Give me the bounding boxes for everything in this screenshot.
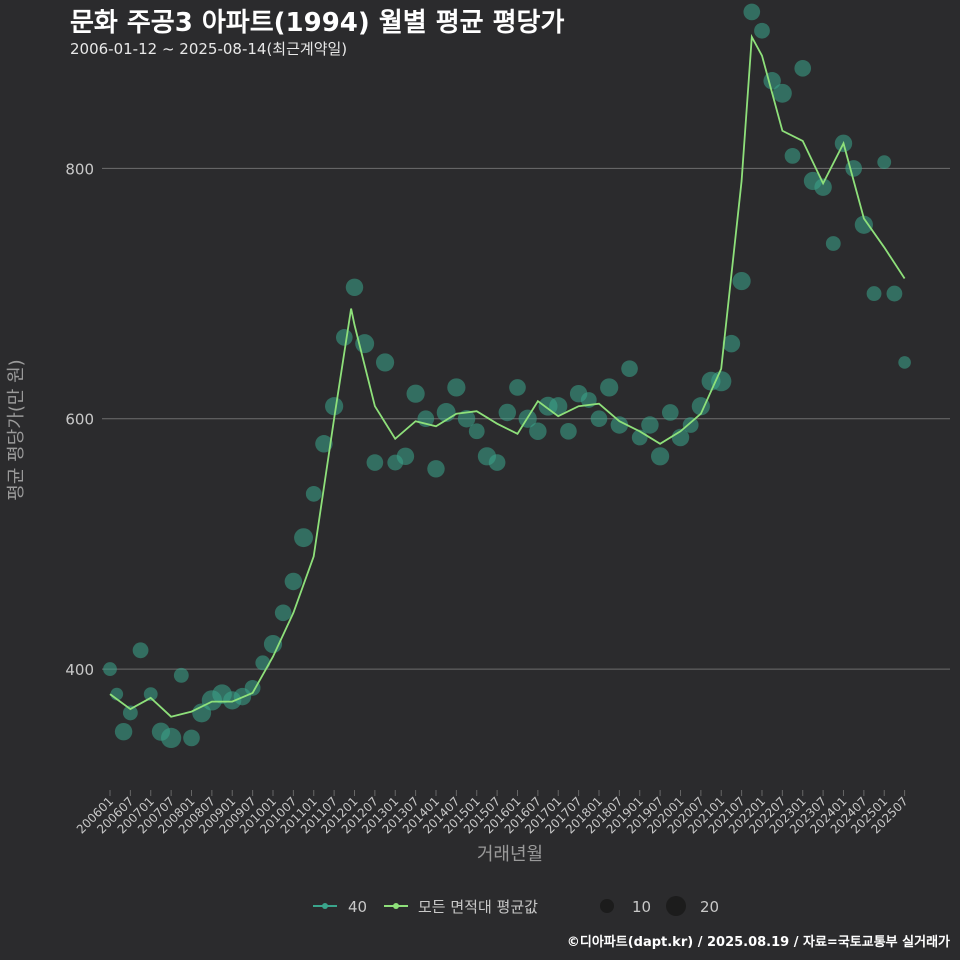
bubble-point [375, 353, 395, 372]
bubble-point [274, 604, 292, 622]
bubble-point [132, 642, 149, 659]
legend-size-large [666, 896, 686, 916]
y-tick-label: 800 [65, 160, 94, 178]
chart-title: 문화 주공3 아파트(1994) 월별 평균 평당가 [70, 8, 565, 38]
bubble-point [825, 236, 841, 251]
bubble-point [447, 378, 466, 397]
source-caption: ©디아파트(dapt.kr) / 2025.08.19 / 자료=국토교통부 실… [566, 935, 950, 950]
bubble-point [877, 155, 892, 170]
x-axis-label: 거래년월 [477, 844, 543, 865]
y-tick-label: 600 [65, 411, 94, 429]
bubble-point [772, 83, 792, 103]
bubble-point [143, 687, 158, 702]
legend-label-average: 모든 면적대 평균값 [418, 898, 538, 916]
bubble-series [103, 3, 911, 749]
bubble-point [784, 147, 801, 164]
bubble-point [255, 655, 271, 671]
bubble-point [183, 729, 200, 747]
y-axis-ticks: 400 600 800 [65, 160, 94, 679]
bubble-point [406, 384, 425, 403]
bubble-point [682, 417, 699, 433]
bubble-point [457, 410, 476, 428]
bubble-point [488, 454, 506, 471]
bubble-point [621, 360, 638, 377]
bubble-point [305, 485, 322, 502]
bubble-point [161, 727, 182, 749]
bubble-point [244, 679, 261, 696]
bubble-point [335, 329, 353, 346]
bubble-point [427, 460, 445, 478]
bubble-point [396, 447, 415, 466]
bubble-point [610, 416, 629, 434]
bubble-point [284, 572, 303, 591]
legend-size-small [600, 899, 614, 913]
bubble-point [173, 667, 189, 683]
bubble-point [590, 410, 608, 428]
legend-point-average [393, 903, 399, 909]
bubble-point [529, 422, 547, 440]
legend-label-40: 40 [348, 898, 367, 916]
y-tick-label: 400 [65, 661, 94, 679]
bubble-point [122, 705, 138, 721]
series-line-average [109, 33, 906, 718]
x-axis-ticks: 2006012006072007012007072008012008072009… [74, 790, 911, 837]
y-axis-label: 평균 평당가(만 원) [6, 359, 27, 500]
legend-size-large-label: 20 [700, 898, 719, 916]
bubble-point [651, 447, 670, 466]
legend-point-40 [322, 903, 328, 909]
bubble-point [498, 403, 517, 422]
bubble-point [549, 397, 568, 416]
bubble-point [315, 435, 333, 453]
bubble-point [814, 178, 832, 196]
bubble-point [560, 422, 577, 440]
bubble-point [754, 22, 770, 39]
bubble-point [103, 662, 117, 676]
bubble-point [886, 285, 903, 302]
bubble-point [294, 528, 314, 548]
bubble-point [345, 278, 364, 297]
chart-subtitle: 2006-01-12 ~ 2025-08-14(최근계약일) [70, 40, 348, 58]
bubble-point [722, 334, 741, 353]
bubble-point [468, 423, 485, 440]
bubble-point [366, 454, 384, 471]
bubble-point [641, 416, 659, 434]
bubble-point [866, 286, 882, 301]
legend: 40 모든 면적대 평균값 10 20 [313, 896, 719, 916]
bubble-point [794, 59, 812, 77]
bubble-point [898, 356, 911, 369]
bubble-point [661, 404, 679, 421]
bubble-point [114, 722, 133, 741]
legend-size-small-label: 10 [632, 898, 651, 916]
bubble-point [509, 379, 526, 396]
bubble-point [600, 378, 619, 397]
bubble-point [325, 397, 344, 416]
bubble-point [732, 271, 751, 291]
bubble-point [743, 3, 761, 21]
bubble-point [711, 371, 732, 392]
bubble-point [854, 215, 873, 234]
